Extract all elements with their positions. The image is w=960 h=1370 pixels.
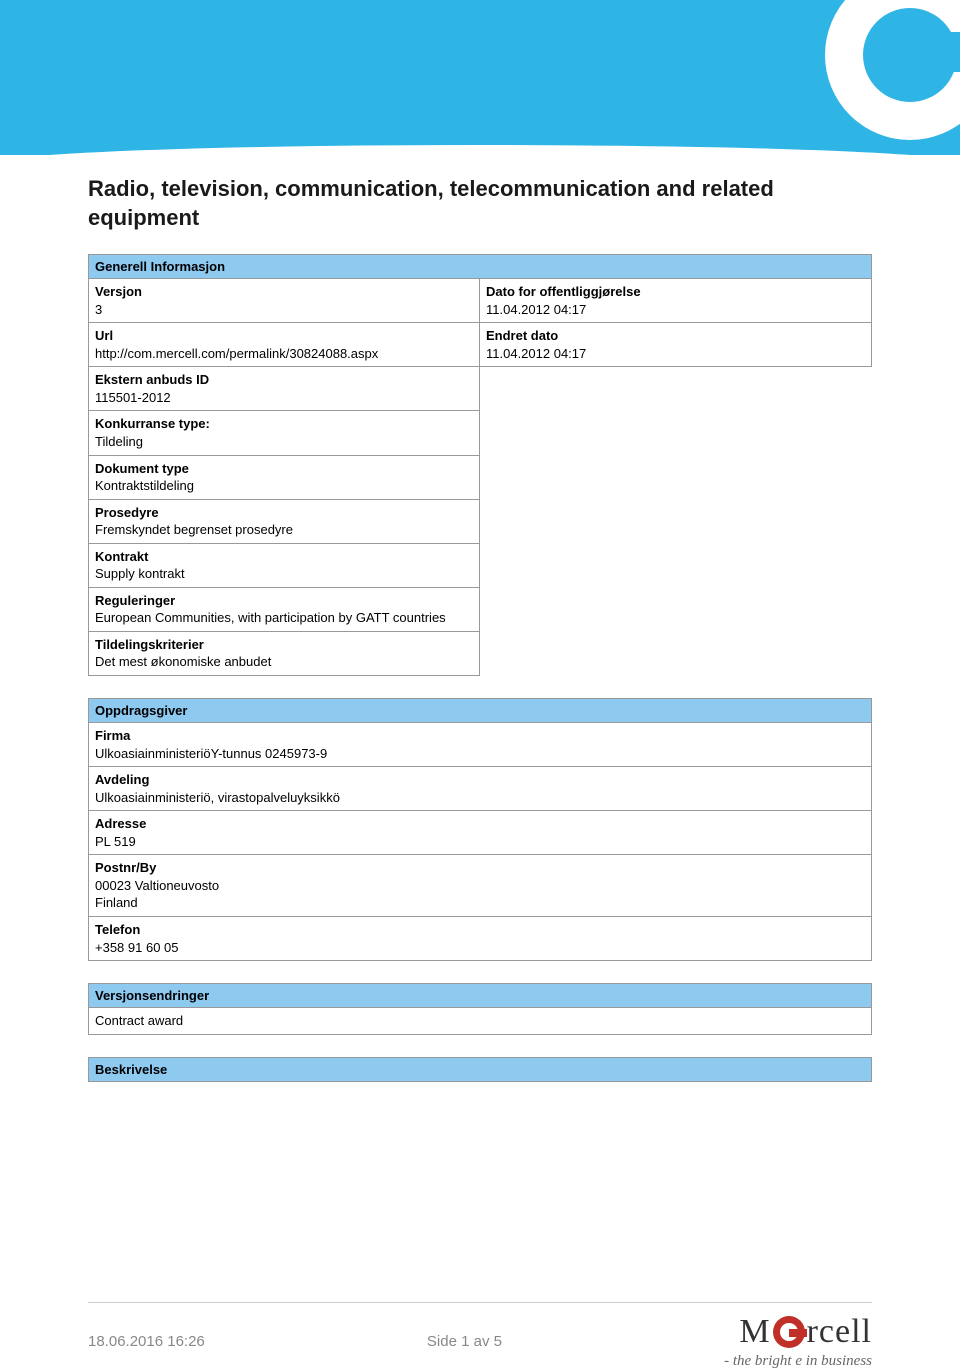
field-prosedyre: Prosedyre Fremskyndet begrenset prosedyr… (88, 500, 480, 544)
label-url: Url (95, 327, 473, 345)
label-endret-dato: Endret dato (486, 327, 865, 345)
section-changes: Versjonsendringer Contract award (88, 983, 872, 1035)
field-reguleringer: Reguleringer European Communities, with … (88, 588, 480, 632)
field-telefon: Telefon +358 91 60 05 (88, 917, 872, 961)
banner-curve (0, 145, 960, 155)
label-prosedyre: Prosedyre (95, 504, 473, 522)
value-avdeling: Ulkoasiainministeriö, virastopalveluyksi… (95, 789, 865, 807)
field-adresse: Adresse PL 519 (88, 811, 872, 855)
section-header-general: Generell Informasjon (88, 254, 872, 279)
field-ekstern-id: Ekstern anbuds ID 115501-2012 (88, 367, 480, 411)
field-dokument: Dokument type Kontraktstildeling (88, 456, 480, 500)
value-reguleringer: European Communities, with participation… (95, 609, 473, 627)
page-title: Radio, television, communication, teleco… (88, 175, 872, 232)
mercell-logo: M rcell - the bright e in business (724, 1313, 872, 1370)
field-konkurranse: Konkurranse type: Tildeling (88, 411, 480, 455)
label-dokument: Dokument type (95, 460, 473, 478)
value-postnr: 00023 Valtioneuvosto Finland (95, 877, 865, 912)
footer-page: Side 1 av 5 (205, 1333, 724, 1350)
brand-e-icon (773, 1316, 805, 1348)
brand-m: M (739, 1313, 770, 1351)
value-firma: UlkoasiainministeriöY-tunnus 0245973-9 (95, 745, 865, 763)
value-adresse: PL 519 (95, 833, 865, 851)
label-postnr: Postnr/By (95, 859, 865, 877)
label-avdeling: Avdeling (95, 771, 865, 789)
label-reguleringer: Reguleringer (95, 592, 473, 610)
section-header-description: Beskrivelse (88, 1057, 872, 1082)
field-endret-dato: Endret dato 11.04.2012 04:17 (480, 323, 872, 367)
field-dato-offentlig: Dato for offentliggjørelse 11.04.2012 04… (480, 279, 872, 323)
section-header-client: Oppdragsgiver (88, 698, 872, 723)
label-tildelingskriterier: Tildelingskriterier (95, 636, 473, 654)
section-description: Beskrivelse (88, 1057, 872, 1082)
label-telefon: Telefon (95, 921, 865, 939)
value-telefon: +358 91 60 05 (95, 939, 865, 957)
label-versjon: Versjon (95, 283, 473, 301)
field-avdeling: Avdeling Ulkoasiainministeriö, virastopa… (88, 767, 872, 811)
value-endret-dato: 11.04.2012 04:17 (486, 345, 865, 363)
value-change-0: Contract award (88, 1008, 872, 1035)
label-ekstern-id: Ekstern anbuds ID (95, 371, 473, 389)
value-tildelingskriterier: Det mest økonomiske anbudet (95, 653, 473, 671)
footer-timestamp: 18.06.2016 16:26 (88, 1333, 205, 1350)
value-versjon: 3 (95, 301, 473, 319)
value-dokument: Kontraktstildeling (95, 477, 473, 495)
field-tildelingskriterier: Tildelingskriterier Det mest økonomiske … (88, 632, 480, 676)
field-kontrakt: Kontrakt Supply kontrakt (88, 544, 480, 588)
field-versjon: Versjon 3 (88, 279, 480, 323)
field-firma: Firma UlkoasiainministeriöY-tunnus 02459… (88, 723, 872, 767)
label-adresse: Adresse (95, 815, 865, 833)
top-banner (0, 0, 960, 155)
brand-tagline: - the bright e in business (724, 1353, 872, 1370)
value-dato-offentlig: 11.04.2012 04:17 (486, 301, 865, 319)
content-area: Radio, television, communication, teleco… (0, 155, 960, 1082)
value-ekstern-id: 115501-2012 (95, 389, 473, 407)
section-client: Oppdragsgiver Firma Ulkoasiainministeriö… (88, 698, 872, 961)
section-general: Generell Informasjon Versjon 3 Url http:… (88, 254, 872, 676)
value-kontrakt: Supply kontrakt (95, 565, 473, 583)
label-kontrakt: Kontrakt (95, 548, 473, 566)
label-dato-offentlig: Dato for offentliggjørelse (486, 283, 865, 301)
value-prosedyre: Fremskyndet begrenset prosedyre (95, 521, 473, 539)
value-url: http://com.mercell.com/permalink/3082408… (95, 345, 473, 363)
label-konkurranse: Konkurranse type: (95, 415, 473, 433)
label-firma: Firma (95, 727, 865, 745)
value-konkurranse: Tildeling (95, 433, 473, 451)
page-footer: 18.06.2016 16:26 Side 1 av 5 M rcell - t… (88, 1302, 872, 1370)
section-header-changes: Versjonsendringer (88, 983, 872, 1008)
brand-rcell: rcell (807, 1313, 872, 1351)
field-url: Url http://com.mercell.com/permalink/308… (88, 323, 480, 367)
logo-e-icon (825, 0, 960, 140)
field-postnr: Postnr/By 00023 Valtioneuvosto Finland (88, 855, 872, 917)
